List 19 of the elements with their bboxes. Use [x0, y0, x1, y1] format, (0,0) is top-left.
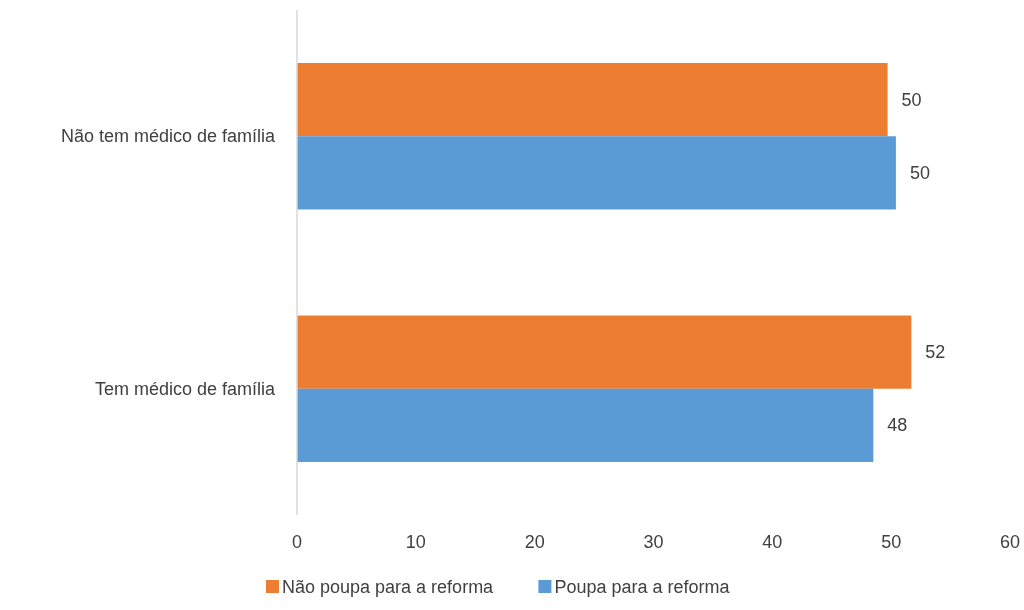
x-tick-label: 0	[291, 532, 303, 552]
y-tick-label: Tem médico de família	[94, 378, 276, 399]
x-tick-label: 20	[524, 532, 545, 552]
bar	[297, 315, 912, 389]
data-label: 50	[909, 162, 930, 183]
bar	[297, 136, 896, 210]
x-tick-label: 60	[999, 532, 1021, 552]
x-tick-label: 10	[405, 532, 426, 552]
data-label: 50	[901, 89, 922, 110]
x-tick-label: 30	[643, 532, 664, 552]
data-label: 48	[887, 415, 908, 436]
y-tick-label: Não tem médico de família	[60, 126, 276, 147]
x-tick-label: 40	[762, 532, 783, 552]
bar	[297, 388, 874, 462]
bar	[297, 63, 888, 137]
x-tick-label: 50	[881, 532, 902, 552]
legend-label: Poupa para a reforma	[554, 577, 731, 597]
data-label: 52	[925, 342, 946, 363]
legend-label: Não poupa para a reforma	[282, 577, 495, 597]
